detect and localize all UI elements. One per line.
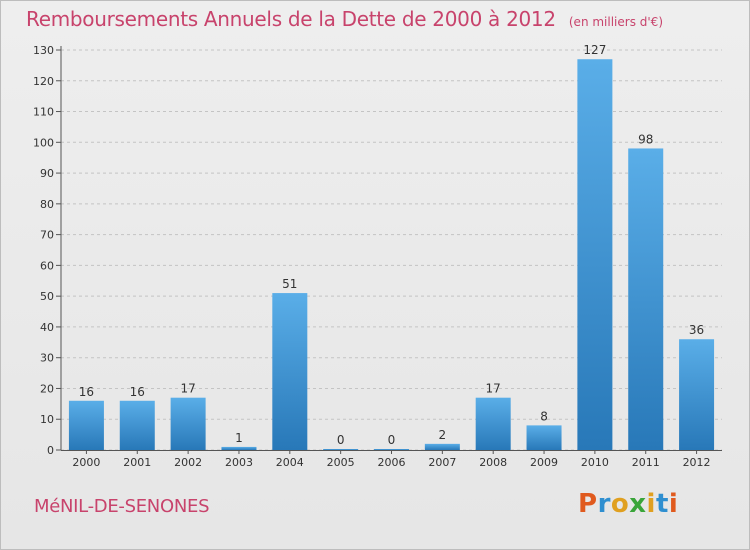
y-tick-label: 20 [40,382,54,395]
logo-letter: i [646,489,656,519]
logo-letter: x [629,489,647,519]
value-label-2012: 36 [689,323,704,337]
x-tick-label-2001: 2001 [123,456,151,469]
x-tick-label-2003: 2003 [225,456,253,469]
bar-2004 [272,293,308,450]
x-tick-label-2008: 2008 [479,456,507,469]
bar-2008 [475,397,511,450]
x-tick-label-2010: 2010 [581,456,609,469]
x-tick-label-2011: 2011 [632,456,660,469]
logo-letter: r [597,489,611,519]
bar-2011 [628,148,664,450]
value-label-2008: 17 [486,382,501,396]
y-tick-label: 90 [40,167,54,180]
value-label-2002: 17 [180,382,195,396]
value-label-2001: 16 [130,385,145,399]
y-tick-label: 60 [40,259,54,272]
y-tick-label: 70 [40,229,54,242]
value-label-2011: 98 [638,132,653,146]
value-label-2010: 127 [583,43,606,57]
x-tick-label-2006: 2006 [378,456,406,469]
bar-2010 [577,59,613,450]
y-tick-label: 10 [40,413,54,426]
y-tick-label: 50 [40,290,54,303]
logo-letter: P [578,489,598,519]
logo-letter: t [655,489,669,519]
x-tick-label-2012: 2012 [683,456,711,469]
x-tick-label-2002: 2002 [174,456,202,469]
bar-2001 [119,400,155,450]
bar-2006 [374,449,409,450]
bar-2003 [221,446,257,450]
chart-title-block: Remboursements Annuels de la Dette de 20… [26,7,663,31]
x-tick-label-2004: 2004 [276,456,304,469]
bar-2000 [68,400,104,450]
x-tick-label-2007: 2007 [428,456,456,469]
value-label-2000: 16 [79,385,94,399]
y-tick-label: 110 [33,106,54,119]
value-label-2005: 0 [337,433,345,447]
bar-2005 [323,449,359,450]
y-tick-label: 80 [40,198,54,211]
y-tick-label: 130 [33,44,54,57]
proxiti-logo: Proxiti [578,489,678,519]
commune-name: MéNIL-DE-SENONES [34,496,210,517]
y-tick-label: 100 [33,136,54,149]
value-label-2003: 1 [235,431,243,445]
logo-letter: o [610,489,630,519]
chart-unit: (en milliers d'€) [568,15,663,29]
y-tick-label: 40 [40,321,54,334]
x-tick-label-2005: 2005 [327,456,355,469]
chart-title: Remboursements Annuels de la Dette de 20… [26,7,556,31]
y-tick-label: 30 [40,352,54,365]
y-tick-label: 0 [47,444,54,457]
bar-2007 [424,443,460,450]
x-tick-label-2000: 2000 [72,456,100,469]
value-label-2004: 51 [282,277,297,291]
bar-2009 [526,425,562,450]
value-label-2006: 0 [388,433,396,447]
bar-2012 [679,339,715,450]
x-tick-label-2009: 2009 [530,456,558,469]
bar-2002 [170,397,206,450]
value-label-2007: 2 [439,428,447,442]
logo-letter: i [668,489,679,519]
value-label-2009: 8 [540,409,548,423]
y-tick-label: 120 [33,75,54,88]
